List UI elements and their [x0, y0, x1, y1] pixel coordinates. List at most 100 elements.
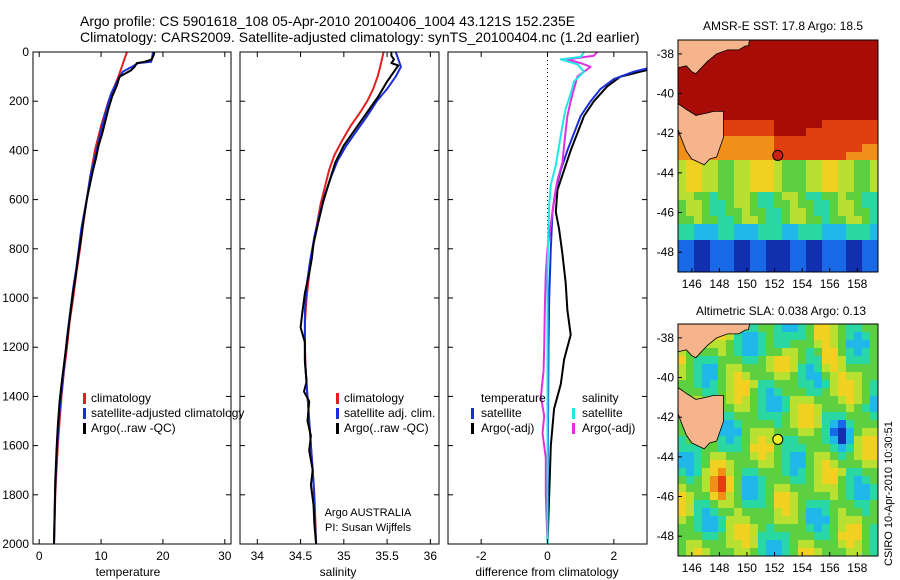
map-cell	[726, 256, 734, 264]
map-cell	[838, 72, 846, 80]
map-cell	[750, 460, 758, 468]
map-cell	[726, 224, 734, 232]
map-cell	[798, 232, 806, 240]
legend-swatch	[471, 423, 474, 434]
map-cell	[846, 324, 854, 332]
map-cell	[846, 484, 854, 492]
map-cell	[854, 72, 862, 80]
map-cell	[774, 412, 782, 420]
map-cell	[710, 356, 718, 364]
map-cell	[798, 88, 806, 96]
map-cell	[726, 532, 734, 540]
map-cell	[734, 48, 742, 56]
map-cell	[822, 340, 830, 348]
map-cell	[750, 548, 758, 556]
map-cell	[830, 452, 838, 460]
map-cell	[814, 136, 822, 144]
map-cell	[766, 508, 774, 516]
map-cell	[782, 380, 790, 388]
map-cell	[838, 404, 846, 412]
map-cell	[846, 96, 854, 104]
map-cell	[686, 452, 694, 460]
map-cell	[822, 96, 830, 104]
map-cell	[790, 324, 798, 332]
map-cell	[798, 340, 806, 348]
map-cell	[710, 80, 718, 88]
map-cell	[814, 40, 822, 48]
argo-credit-line-1: Argo AUSTRALIA	[325, 507, 412, 519]
map-cell	[822, 452, 830, 460]
map-cell	[854, 176, 862, 184]
map-cell	[862, 144, 870, 152]
map-cell	[758, 264, 766, 272]
map-cell	[870, 404, 878, 412]
map-cell	[798, 468, 806, 476]
map-cell	[806, 388, 814, 396]
map-cell	[870, 176, 878, 184]
map-x-tick-label: 158	[847, 277, 867, 291]
map-cell	[862, 532, 870, 540]
legend-label: satellite	[481, 406, 522, 420]
map-cell	[838, 476, 846, 484]
map-cell	[806, 428, 814, 436]
map-cell	[702, 492, 710, 500]
map-cell	[718, 460, 726, 468]
map-cell	[782, 40, 790, 48]
map-cell	[678, 548, 686, 556]
map-cell	[702, 224, 710, 232]
map-cell	[846, 264, 854, 272]
map-cell	[710, 64, 718, 72]
map-cell	[710, 72, 718, 80]
map-cell	[750, 348, 758, 356]
map-cell	[750, 340, 758, 348]
map-cell	[838, 492, 846, 500]
map-cell	[758, 380, 766, 388]
map-cell	[694, 240, 702, 248]
map-cell	[846, 412, 854, 420]
map-cell	[766, 136, 774, 144]
map-cell	[726, 420, 734, 428]
map-cell	[742, 452, 750, 460]
x-tick-label: 30	[218, 549, 232, 563]
map-y-tick-label: -46	[657, 490, 675, 504]
map-cell	[774, 420, 782, 428]
map-cell	[710, 364, 718, 372]
map-cell	[806, 484, 814, 492]
map-cell	[846, 396, 854, 404]
x-tick-label: 36	[424, 549, 438, 563]
map-cell	[790, 332, 798, 340]
map-cell	[718, 256, 726, 264]
map-cell	[686, 88, 694, 96]
map-cell	[790, 144, 798, 152]
map-cell	[766, 40, 774, 48]
map-cell	[702, 96, 710, 104]
map-cell	[790, 372, 798, 380]
map-cell	[830, 96, 838, 104]
map-cell	[686, 364, 694, 372]
map-cell	[742, 396, 750, 404]
map-cell	[686, 184, 694, 192]
land-mainland	[677, 323, 751, 359]
map-cell	[758, 96, 766, 104]
map-cell	[838, 508, 846, 516]
map-cell	[830, 420, 838, 428]
map-cell	[838, 136, 846, 144]
map-cell	[782, 56, 790, 64]
map-cell	[758, 208, 766, 216]
map-cell	[766, 184, 774, 192]
map-cell	[862, 508, 870, 516]
map-cell	[798, 112, 806, 120]
map-cell	[686, 176, 694, 184]
map-cell	[846, 492, 854, 500]
map-cell	[830, 364, 838, 372]
map-cell	[726, 460, 734, 468]
legend-label: Argo(-adj)	[582, 421, 635, 435]
map-cell	[830, 160, 838, 168]
map-cell	[758, 248, 766, 256]
argo-credit-line-2: PI: Susan Wijffels	[325, 522, 411, 534]
map-cell	[798, 428, 806, 436]
map-cell	[830, 88, 838, 96]
map-cell	[830, 548, 838, 556]
map-cell	[734, 500, 742, 508]
map-cell	[678, 468, 686, 476]
